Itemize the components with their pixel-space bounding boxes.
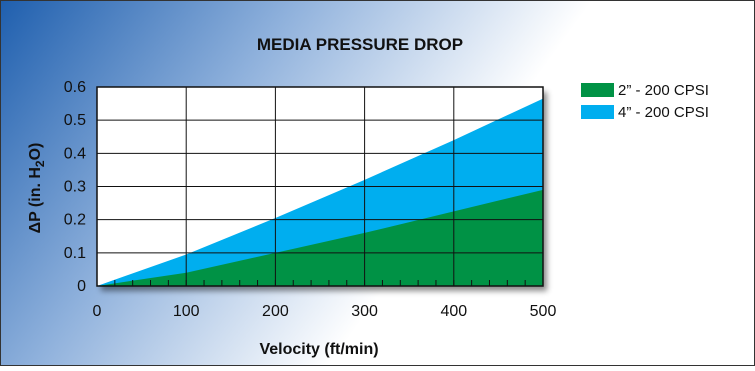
y-tick-labels: 0 0.1 0.2 0.3 0.4 0.5 0.6 xyxy=(64,79,86,295)
plot-border xyxy=(96,86,544,287)
legend-swatch xyxy=(581,83,614,97)
y-tick-label: 0.1 xyxy=(64,245,86,262)
x-axis-label: Velocity (ft/min) xyxy=(259,341,378,358)
plot-area xyxy=(96,86,544,287)
legend: 2” - 200 CPSI 4” - 200 CPSI xyxy=(581,82,709,121)
y-tick-label: 0.2 xyxy=(64,212,86,229)
chart-title: MEDIA PRESSURE DROP xyxy=(257,35,463,54)
x-tick-label: 200 xyxy=(262,303,289,320)
y-axis-label-main: ΔP (in. H xyxy=(27,167,44,233)
area-series-2 xyxy=(97,189,543,286)
y-tick-label: 0 xyxy=(77,278,86,295)
x-tick-labels: 0 100 200 300 400 500 xyxy=(93,303,557,320)
x-tick-label: 0 xyxy=(93,303,102,320)
y-tick-label: 0.6 xyxy=(64,79,86,96)
y-tick-label: 0.5 xyxy=(64,112,86,129)
x-tick-label: 500 xyxy=(530,303,557,320)
y-axis-label-subscript: 2 xyxy=(33,160,47,167)
y-tick-label: 0.3 xyxy=(64,179,86,196)
x-tick-label: 100 xyxy=(173,303,200,320)
legend-label: 2” - 200 CPSI xyxy=(618,82,709,99)
grid-lines xyxy=(97,87,543,286)
legend-swatch xyxy=(581,105,614,119)
x-tick-label: 300 xyxy=(351,303,378,320)
legend-label: 4” - 200 CPSI xyxy=(618,104,709,121)
y-axis-label-tail: O) xyxy=(27,143,44,161)
y-tick-label: 0.4 xyxy=(64,145,86,162)
y-axis-label: ΔP (in. H2O) xyxy=(27,143,47,234)
x-tick-label: 400 xyxy=(440,303,467,320)
